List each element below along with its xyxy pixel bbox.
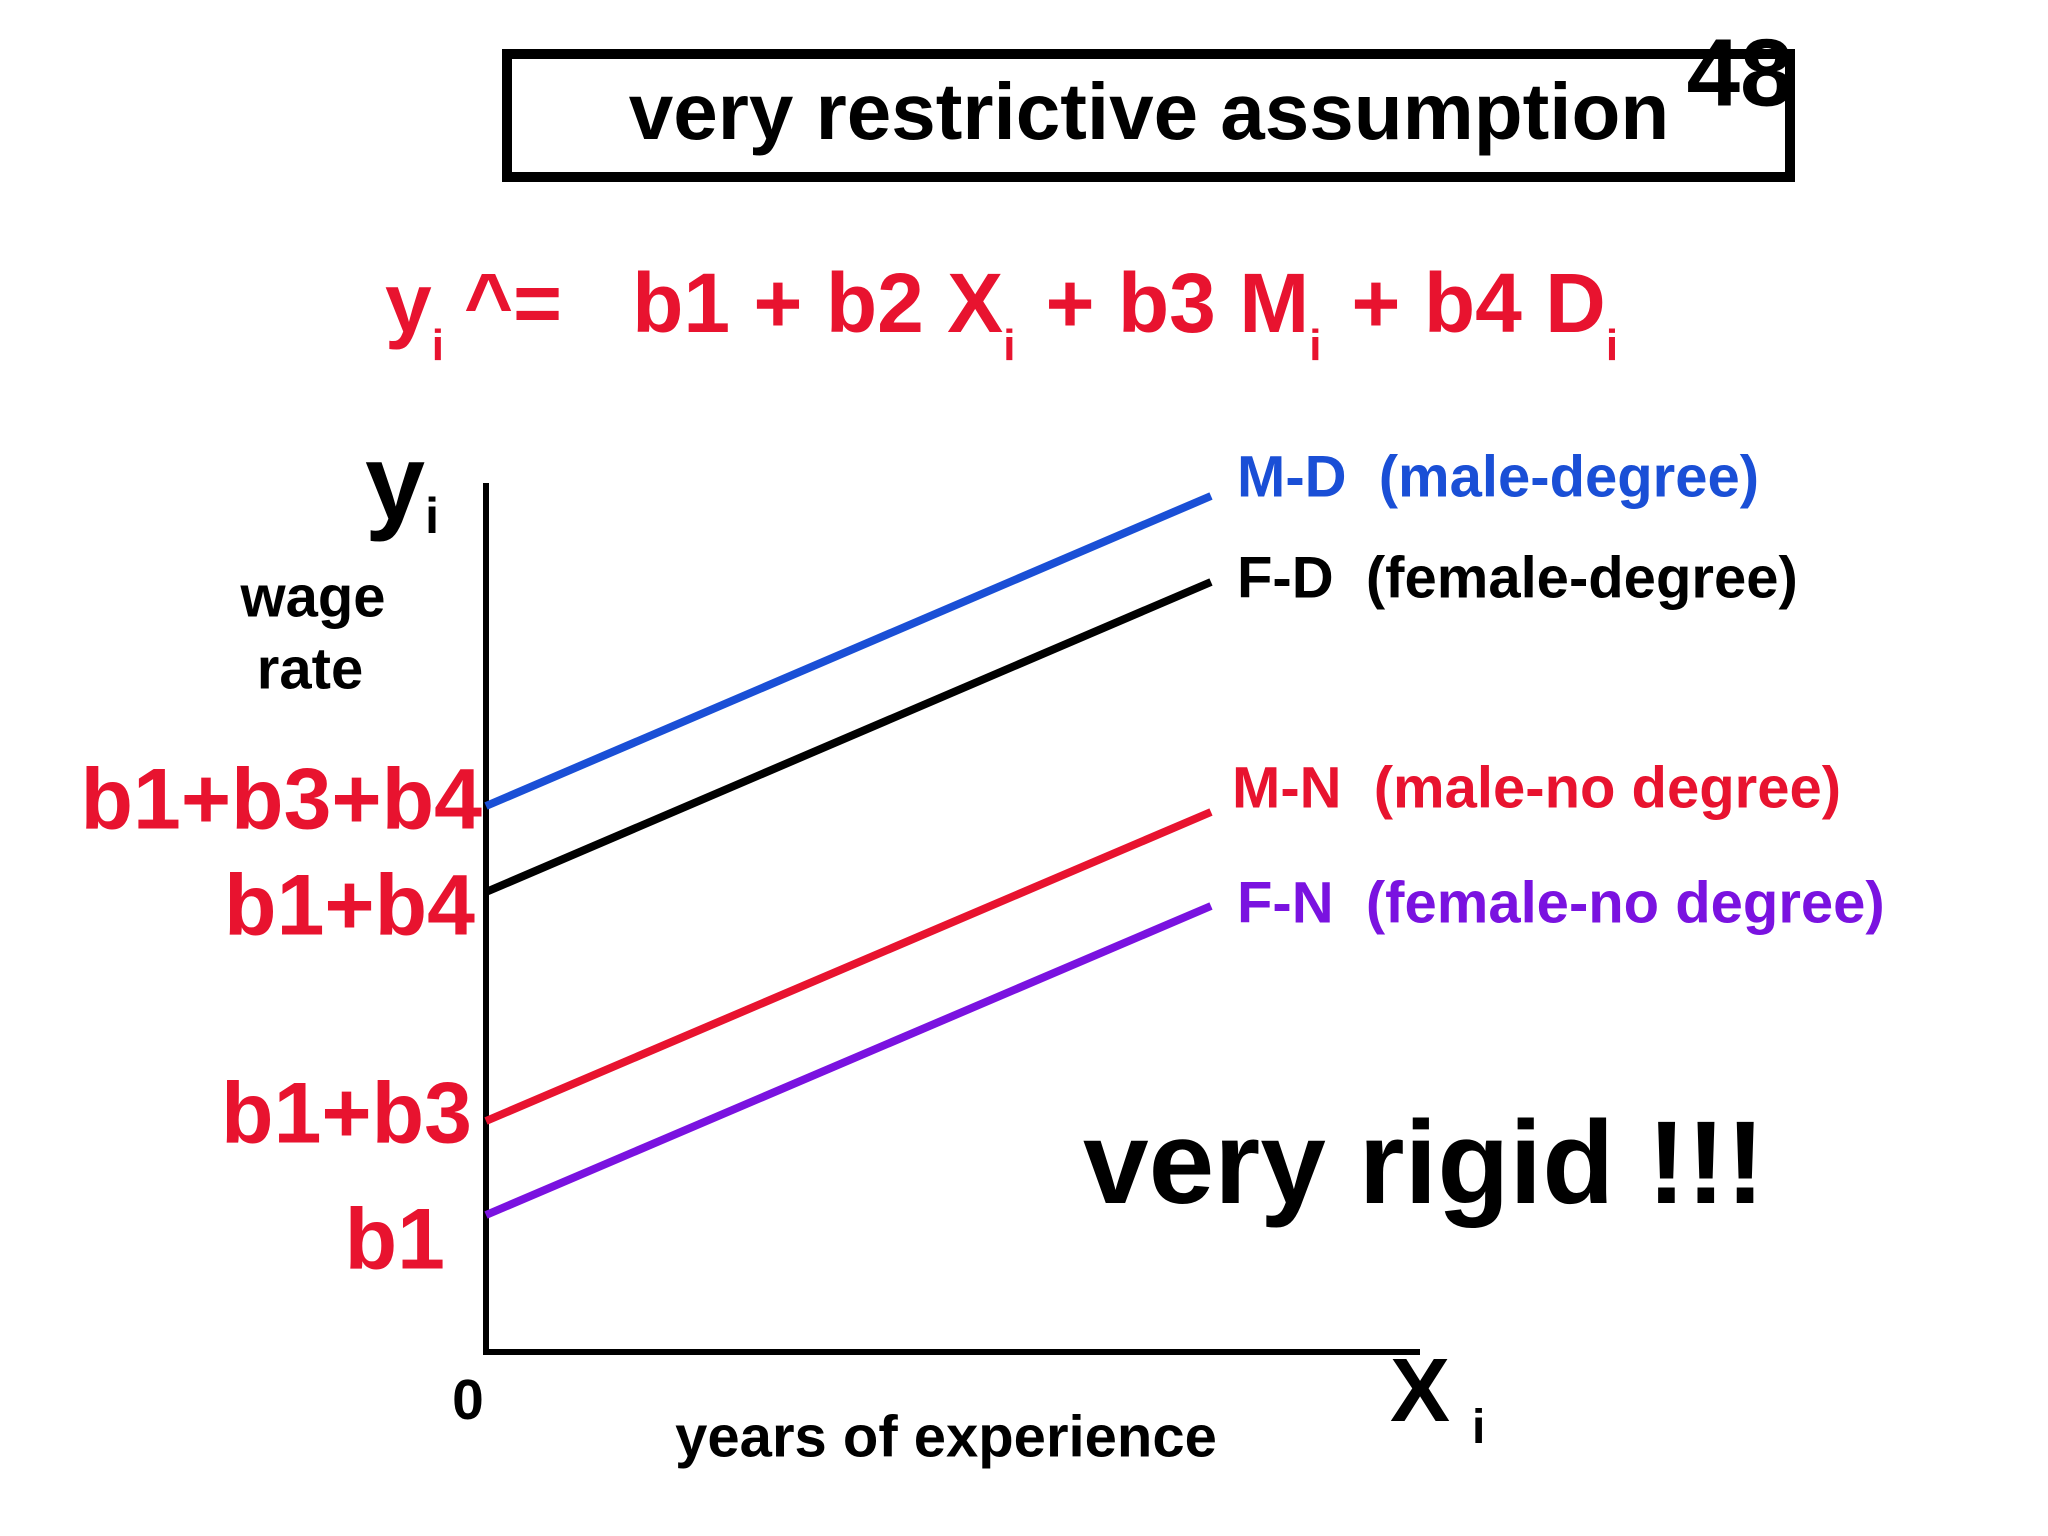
line-label: M-D (male-degree) [1237,444,1759,509]
equation: yi ^= b1 + b2 Xi + b3 Mi + b4 Di [385,256,1618,369]
x-symbol: X [1390,1341,1450,1441]
y-symbol: y [365,421,425,542]
line-female-no-degree [484,902,1213,1219]
line-male-no-degree [484,808,1213,1125]
eq-subscript: i [1309,321,1321,370]
intercept-label: b1+b3 [221,1066,472,1162]
annotation: very rigid !!! [1083,1097,1765,1229]
line-label: F-D (female-degree) [1237,545,1798,610]
origin-label: 0 [452,1368,484,1432]
intercept-label: b1 [345,1192,445,1288]
eq-subscript: i [1606,321,1618,370]
title-box [502,49,1795,182]
eq-term: y [385,256,432,350]
eq-subscript: i [432,321,444,370]
eq-term: ^= [464,256,562,350]
slide-title: very restrictive assumption [629,67,1669,156]
eq-subscript: i [1003,321,1015,370]
line-female-degree [484,578,1213,896]
slide-number: 48 [1687,19,1794,126]
line-label: F-N (female-no degree) [1237,870,1885,935]
y-axis-label: rate [257,636,363,701]
eq-term: b1 + b2 X [632,256,1003,350]
line-label: M-N (male-no degree) [1232,755,1841,820]
intercept-label: b1+b3+b4 [80,752,482,848]
line-male-degree [484,492,1213,810]
eq-term: + b3 M [1045,256,1309,350]
y-axis-label: wage [239,564,385,629]
eq-term: + b4 D [1351,256,1605,350]
x-subscript: i [1472,1401,1485,1454]
y-subscript: i [425,488,439,544]
x-axis-label: years of experience [675,1404,1217,1469]
y-axis-symbol: yi [365,421,439,545]
intercept-label: b1+b4 [224,858,475,954]
